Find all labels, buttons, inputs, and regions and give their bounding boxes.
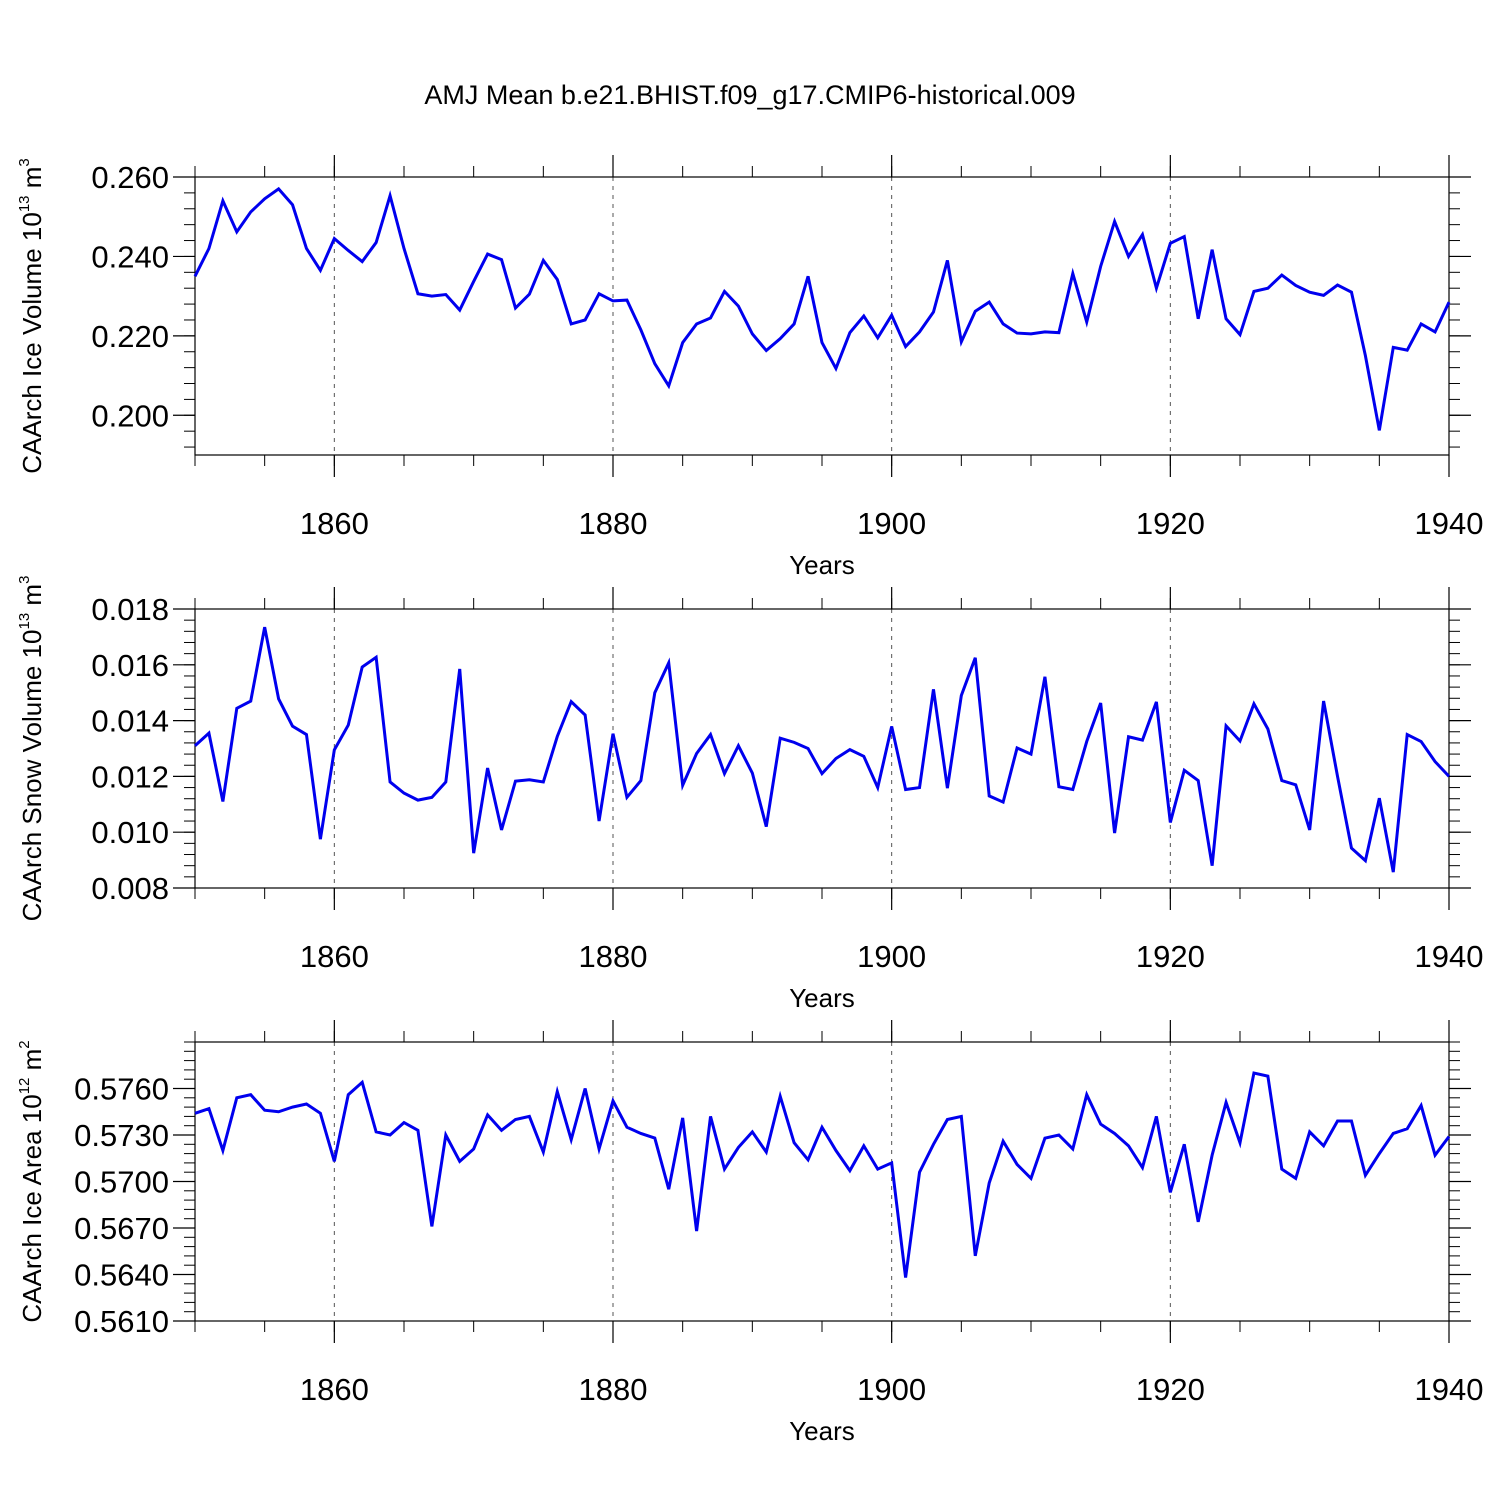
panel-1: 1860 1880 1900 1920 1940 0.200 0.220 0.240 0.260… bbox=[16, 155, 1483, 580]
figure-title: AMJ Mean b.e21.BHIST.f09_g17.CMIP6-histo… bbox=[424, 80, 1075, 110]
y-label-unit: m bbox=[17, 1049, 47, 1078]
series-line-1 bbox=[193, 186, 1451, 431]
y-axis-label: CAArch Ice Area 1012 m2 bbox=[16, 1040, 47, 1322]
y-tick-label: 0.010 bbox=[91, 815, 169, 850]
y-label-unit-exponent: 3 bbox=[16, 158, 33, 166]
x-axis-label: Years bbox=[789, 1416, 855, 1446]
x-tick-label: 1940 bbox=[1415, 506, 1484, 541]
x-tick-label: 1880 bbox=[579, 1372, 648, 1407]
y-label-unit-exponent: 2 bbox=[16, 1040, 33, 1048]
y-label-text: CAArch Snow Volume 10 bbox=[17, 629, 47, 921]
x-tick-label: 1880 bbox=[579, 506, 648, 541]
y-tick-label: 0.240 bbox=[91, 239, 169, 274]
x-tick-label: 1860 bbox=[300, 1372, 369, 1407]
x-axis-label: Years bbox=[789, 983, 855, 1013]
y-tick-label: 0.5610 bbox=[74, 1304, 169, 1339]
y-tick-label: 0.016 bbox=[91, 648, 169, 683]
series-line-1 bbox=[193, 626, 1451, 873]
y-tick-label: 0.012 bbox=[91, 759, 169, 794]
plot-frame bbox=[194, 608, 1450, 889]
y-tick-label: 0.5640 bbox=[74, 1258, 169, 1293]
y-label-unit-exponent: 3 bbox=[16, 576, 33, 584]
x-tick-label: 1880 bbox=[579, 939, 648, 974]
y-tick-label: 0.008 bbox=[91, 871, 169, 906]
y-tick-label: 0.260 bbox=[91, 160, 169, 195]
x-tick-label: 1920 bbox=[1136, 506, 1205, 541]
x-tick-label: 1860 bbox=[300, 506, 369, 541]
y-tick-label: 0.220 bbox=[91, 319, 169, 354]
x-tick-label: 1900 bbox=[857, 939, 926, 974]
x-tick-label: 1920 bbox=[1136, 1372, 1205, 1407]
y-tick-label: 0.5670 bbox=[74, 1211, 169, 1246]
y-label-text: CAArch Ice Volume 10 bbox=[17, 212, 47, 474]
y-tick-label: 0.5730 bbox=[74, 1118, 169, 1153]
y-axis-label: CAArch Ice Volume 1013 m3 bbox=[16, 158, 47, 474]
y-label-exponent: 12 bbox=[16, 1078, 33, 1095]
y-label-unit: m bbox=[17, 167, 47, 196]
y-tick-label: 0.5760 bbox=[74, 1072, 169, 1107]
x-tick-label: 1940 bbox=[1415, 939, 1484, 974]
y-tick-label: 0.018 bbox=[91, 592, 169, 627]
y-label-text: CAArch Ice Area 10 bbox=[17, 1094, 47, 1322]
y-tick-label: 0.200 bbox=[91, 398, 169, 433]
y-axis-label: CAArch Snow Volume 1013 m3 bbox=[16, 576, 47, 922]
x-axis-label: Years bbox=[789, 550, 855, 580]
x-tick-label: 1900 bbox=[857, 1372, 926, 1407]
y-label-exponent: 13 bbox=[16, 195, 33, 212]
plot-frame bbox=[194, 1041, 1450, 1322]
x-tick-label: 1940 bbox=[1415, 1372, 1484, 1407]
y-label-unit: m bbox=[17, 584, 47, 613]
panel-2: 1860 1880 1900 1920 1940 0.008 0.010 0.012 0.014… bbox=[16, 576, 1483, 1013]
x-tick-label: 1920 bbox=[1136, 939, 1205, 974]
panel-3: 1860 1880 1900 1920 1940 0.5610 0.5640 0.5670 0.… bbox=[16, 1020, 1483, 1446]
series-line-1 bbox=[194, 1071, 1451, 1278]
y-tick-label: 0.5700 bbox=[74, 1165, 169, 1200]
x-tick-label: 1900 bbox=[857, 506, 926, 541]
x-tick-label: 1860 bbox=[300, 939, 369, 974]
y-tick-label: 0.014 bbox=[91, 704, 169, 739]
y-label-exponent: 13 bbox=[16, 613, 33, 630]
